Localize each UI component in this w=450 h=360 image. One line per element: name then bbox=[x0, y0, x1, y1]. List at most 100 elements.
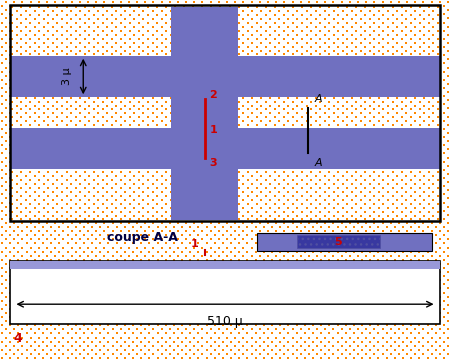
Point bbox=[285, 249, 292, 255]
Point bbox=[412, 245, 419, 251]
Point bbox=[314, 114, 321, 120]
Point bbox=[0, 273, 6, 279]
Point bbox=[387, 195, 394, 201]
Point bbox=[224, 187, 231, 193]
Point bbox=[440, 183, 447, 189]
Point bbox=[68, 212, 75, 218]
Point bbox=[140, 268, 147, 274]
Point bbox=[125, 97, 132, 103]
Point bbox=[298, 319, 306, 325]
Point bbox=[380, 91, 387, 96]
Point bbox=[335, 311, 342, 317]
Point bbox=[289, 209, 297, 215]
Point bbox=[101, 269, 108, 275]
Point bbox=[298, 162, 306, 167]
Point bbox=[174, 204, 181, 210]
Point bbox=[167, 63, 174, 69]
Point bbox=[166, 57, 173, 62]
Point bbox=[325, 319, 333, 325]
Point bbox=[90, 209, 97, 215]
Point bbox=[3, 277, 10, 283]
Point bbox=[203, 257, 210, 263]
Point bbox=[412, 220, 419, 226]
Point bbox=[170, 44, 177, 50]
Point bbox=[256, 32, 263, 38]
Point bbox=[277, 232, 284, 238]
Point bbox=[134, 343, 141, 348]
Point bbox=[226, 177, 233, 183]
Point bbox=[19, 73, 26, 78]
Point bbox=[228, 36, 235, 42]
Point bbox=[99, 209, 106, 215]
Point bbox=[230, 32, 238, 38]
Point bbox=[344, 83, 351, 89]
Point bbox=[393, 158, 400, 163]
Point bbox=[375, 71, 382, 77]
Point bbox=[277, 150, 284, 156]
Point bbox=[248, 174, 256, 179]
Point bbox=[162, 185, 170, 191]
Point bbox=[203, 126, 211, 132]
Point bbox=[267, 260, 274, 266]
Point bbox=[176, 63, 183, 69]
Point bbox=[129, 44, 136, 50]
Point bbox=[357, 268, 364, 274]
Point bbox=[113, 265, 120, 271]
Point bbox=[146, 249, 153, 255]
Point bbox=[138, 12, 145, 17]
Point bbox=[326, 208, 333, 213]
Point bbox=[215, 40, 222, 46]
Point bbox=[208, 193, 215, 199]
Point bbox=[294, 87, 301, 93]
Point bbox=[104, 24, 111, 30]
Point bbox=[97, 28, 104, 33]
Point bbox=[425, 75, 432, 81]
Point bbox=[208, 28, 215, 34]
Point bbox=[408, 118, 415, 123]
Point bbox=[307, 177, 315, 183]
Point bbox=[252, 257, 259, 263]
Point bbox=[366, 158, 373, 163]
Point bbox=[262, 193, 270, 199]
Point bbox=[40, 71, 47, 77]
Point bbox=[444, 122, 450, 128]
Point bbox=[64, 77, 71, 83]
Point bbox=[440, 347, 447, 353]
Point bbox=[135, 20, 143, 26]
Point bbox=[280, 217, 288, 222]
Point bbox=[224, 245, 231, 251]
Point bbox=[191, 114, 198, 120]
Point bbox=[425, 311, 432, 317]
Point bbox=[264, 81, 271, 87]
Point bbox=[105, 249, 112, 255]
Point bbox=[277, 289, 284, 295]
Point bbox=[40, 197, 47, 203]
Point bbox=[104, 95, 111, 100]
Point bbox=[326, 85, 333, 91]
Point bbox=[212, 55, 220, 61]
Point bbox=[293, 150, 300, 156]
Point bbox=[15, 208, 22, 213]
Point bbox=[149, 111, 156, 116]
Point bbox=[129, 216, 136, 222]
Point bbox=[129, 142, 136, 148]
Point bbox=[330, 8, 338, 14]
Point bbox=[48, 339, 55, 345]
Point bbox=[271, 20, 279, 26]
Point bbox=[27, 122, 34, 128]
Point bbox=[262, 130, 270, 136]
Point bbox=[226, 272, 233, 278]
Point bbox=[273, 327, 280, 332]
Point bbox=[35, 81, 42, 87]
Point bbox=[68, 81, 75, 87]
Point bbox=[131, 166, 138, 171]
Point bbox=[9, 12, 16, 18]
Point bbox=[44, 253, 51, 258]
Point bbox=[27, 187, 34, 193]
Point bbox=[339, 55, 346, 61]
Point bbox=[219, 224, 226, 230]
Point bbox=[3, 171, 10, 177]
Point bbox=[72, 265, 79, 271]
Point bbox=[408, 265, 415, 271]
Point bbox=[348, 87, 356, 93]
